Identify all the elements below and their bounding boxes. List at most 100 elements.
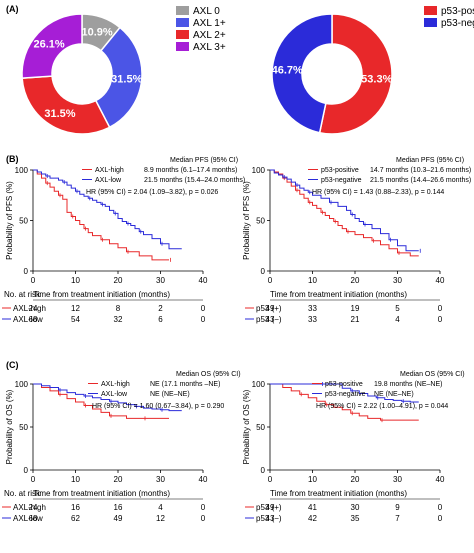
legend-name: AXL-low — [101, 391, 128, 398]
slice-label: 53.3% — [361, 74, 392, 86]
risk-value: 9 — [395, 503, 400, 512]
legend-title: Median PFS (95% CI) — [170, 157, 238, 164]
slice-label: 26.1% — [33, 38, 64, 50]
risk-value: 6 — [158, 315, 163, 324]
y-axis-label: Probability of PFS (%) — [242, 181, 251, 260]
km-curve — [33, 383, 182, 412]
donut-slice — [21, 75, 111, 135]
donut-slice — [94, 26, 143, 129]
legend-swatch — [176, 42, 189, 51]
risk-value: 43 — [266, 315, 275, 324]
x-tick-label: 40 — [199, 475, 208, 484]
legend-name: p53-negative — [325, 391, 366, 398]
x-tick-label: 0 — [31, 276, 36, 285]
km-curve — [33, 169, 169, 261]
risk-value: 7 — [395, 514, 400, 523]
risk-value: 49 — [266, 503, 275, 512]
risk-value: 16 — [71, 503, 80, 512]
x-tick-label: 30 — [393, 475, 402, 484]
legend-name: AXL-high — [101, 381, 130, 388]
x-tick-label: 20 — [351, 276, 360, 285]
risk-table-title: No. at risk — [4, 489, 41, 498]
y-tick-label: 100 — [252, 380, 266, 389]
x-tick-label: 10 — [308, 276, 317, 285]
risk-value: 54 — [71, 315, 80, 324]
p53-donut-chart: 53.3% 46.7% p53-positivep53-negative — [271, 6, 474, 135]
x-tick-label: 40 — [199, 276, 208, 285]
slice-label: 46.7% — [272, 64, 303, 76]
risk-value: 21 — [351, 315, 360, 324]
risk-value: 49 — [266, 304, 275, 313]
legend-swatch — [176, 30, 189, 39]
legend-entry: AXL 2+ — [193, 30, 226, 41]
risk-value: 12 — [156, 514, 165, 523]
slice-label: 10.9% — [82, 27, 113, 39]
x-tick-label: 0 — [31, 475, 36, 484]
x-tick-label: 0 — [268, 276, 273, 285]
legend-value: NE (17.1 months –NE) — [150, 381, 220, 388]
risk-value: 0 — [438, 503, 443, 512]
y-tick-label: 100 — [15, 166, 29, 175]
panel-label-b: (B) — [6, 154, 19, 164]
risk-value: 24 — [29, 304, 38, 313]
legend-entry: p53-positive — [441, 6, 474, 17]
risk-value: 68 — [29, 315, 38, 324]
x-tick-label: 0 — [268, 475, 273, 484]
y-tick-label: 0 — [24, 267, 29, 276]
legend-value: 21.5 months (14.4–26.6 months) — [370, 177, 471, 184]
risk-row-label: p53 (+) — [256, 503, 282, 512]
hazard-ratio-text: HR (95% CI) = 1.60 (0.67–3.84), p = 0.29… — [92, 403, 224, 410]
risk-value: 12 — [71, 304, 80, 313]
x-tick-label: 20 — [351, 475, 360, 484]
legend-swatch — [176, 6, 189, 15]
legend-swatch — [424, 18, 437, 27]
risk-value: 68 — [29, 514, 38, 523]
y-axis-label: Probability of OS (%) — [5, 389, 14, 464]
x-tick-label: 10 — [308, 475, 317, 484]
risk-value: 30 — [351, 503, 360, 512]
risk-value: 0 — [438, 304, 443, 313]
donut-slice — [271, 13, 333, 134]
x-tick-label: 20 — [114, 276, 123, 285]
risk-value: 0 — [201, 315, 206, 324]
risk-value: 35 — [351, 514, 360, 523]
km-curve — [270, 169, 419, 257]
risk-value: 19 — [351, 304, 360, 313]
legend-entry: p53-negative — [441, 18, 474, 29]
legend-swatch — [176, 18, 189, 27]
risk-row-label: AXL-low — [13, 514, 43, 523]
legend-entry: AXL 0 — [193, 6, 220, 17]
x-tick-label: 30 — [156, 276, 165, 285]
risk-value: 33 — [308, 315, 317, 324]
legend-swatch — [424, 6, 437, 15]
legend-entry: AXL 1+ — [193, 18, 226, 29]
risk-value: 0 — [201, 304, 206, 313]
x-tick-label: 40 — [436, 276, 445, 285]
panel-label-c: (C) — [6, 360, 19, 370]
risk-row-label: AXL-low — [13, 315, 43, 324]
risk-value: 16 — [114, 503, 123, 512]
risk-value: 41 — [308, 503, 317, 512]
legend-title: Median OS (95% CI) — [176, 371, 241, 378]
legend-title: Median PFS (95% CI) — [396, 157, 464, 164]
km-curve — [33, 169, 182, 250]
y-tick-label: 0 — [261, 466, 266, 475]
risk-value: 0 — [201, 514, 206, 523]
y-tick-label: 0 — [24, 466, 29, 475]
legend-name: p53-negative — [321, 177, 362, 184]
risk-value: 32 — [114, 315, 123, 324]
km-curve — [270, 383, 419, 403]
x-tick-label: 10 — [71, 475, 80, 484]
legend-value: NE (NE–NE) — [150, 391, 190, 398]
risk-value: 0 — [438, 514, 443, 523]
legend-value: 19.8 months (NE–NE) — [374, 381, 442, 388]
panel-label-a: (A) — [6, 4, 19, 14]
risk-value: 2 — [158, 304, 163, 313]
x-tick-label: 30 — [393, 276, 402, 285]
legend-entry: AXL 3+ — [193, 42, 226, 53]
risk-value: 0 — [438, 315, 443, 324]
hazard-ratio-text: HR (95% CI) = 2.22 (1.00–4.91), p = 0.04… — [316, 403, 448, 410]
